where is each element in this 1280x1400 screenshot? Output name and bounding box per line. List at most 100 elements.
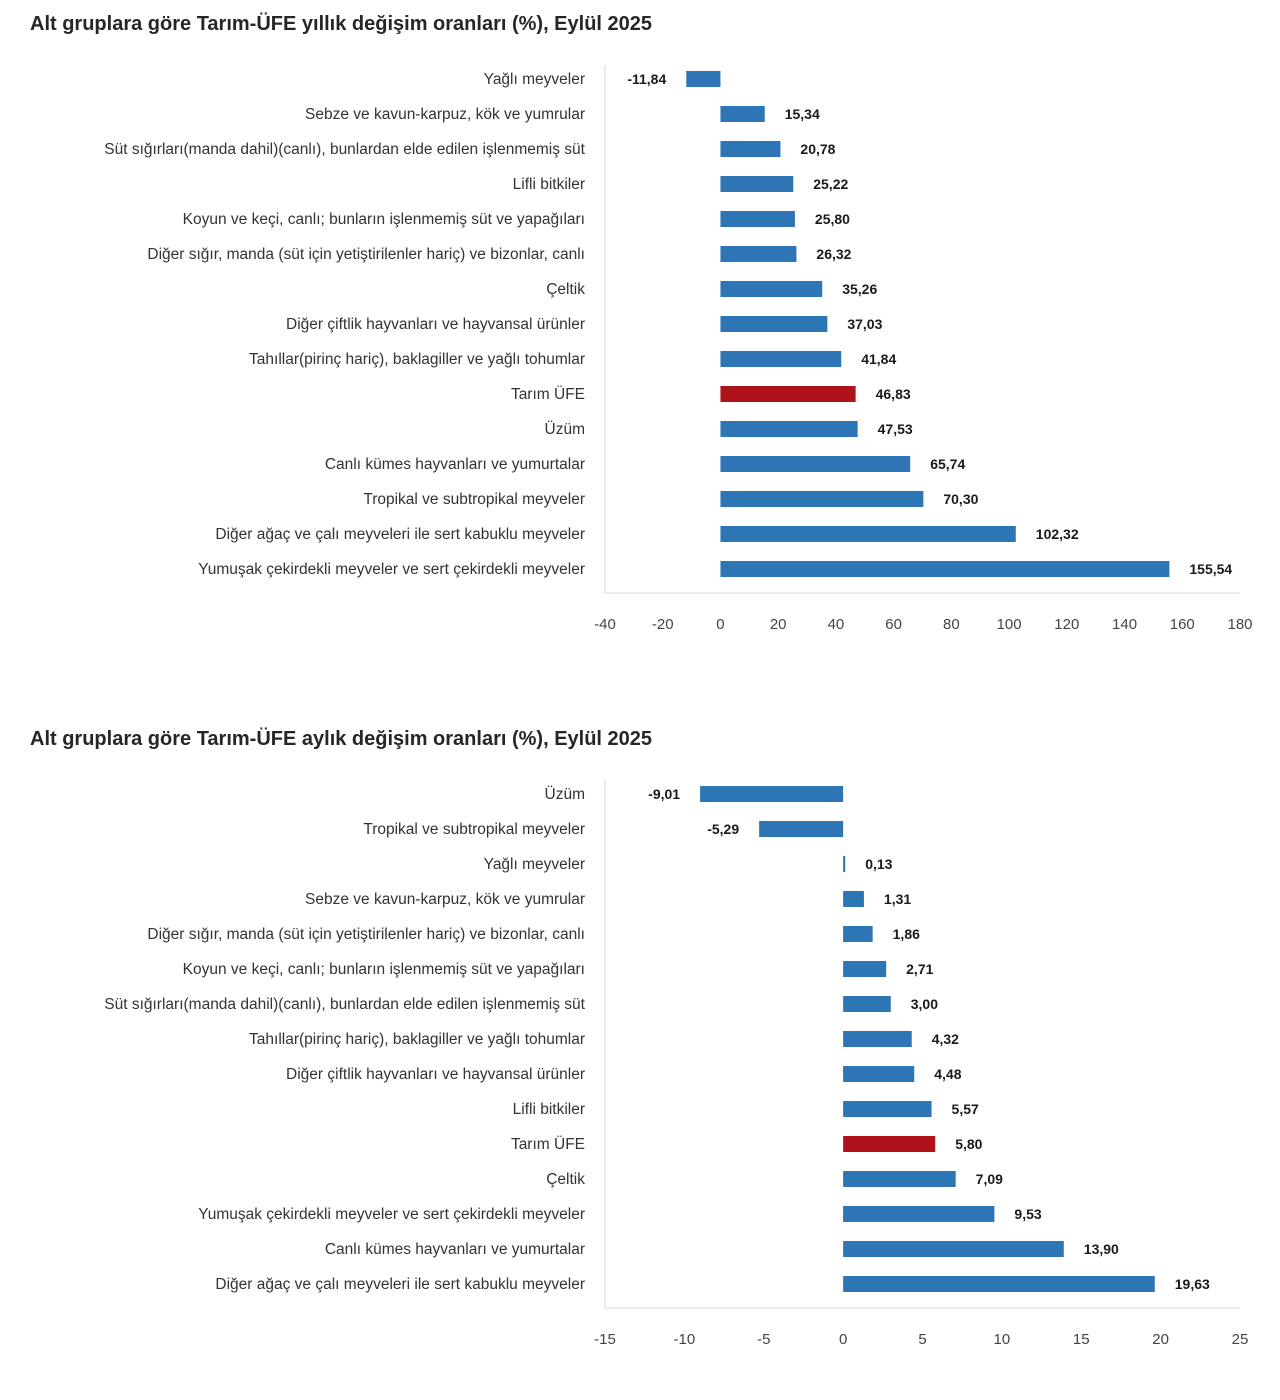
category-label: Diğer ağaç ve çalı meyveleri ile sert ka… bbox=[215, 526, 585, 543]
category-label: Süt sığırları(manda dahil)(canlı), bunla… bbox=[104, 996, 585, 1013]
bar bbox=[720, 281, 823, 297]
monthly-chart-title: Alt gruplara göre Tarım-ÜFE aylık değişi… bbox=[30, 728, 653, 750]
value-label: 20,78 bbox=[800, 141, 835, 157]
bar bbox=[759, 821, 844, 837]
bar bbox=[843, 1276, 1155, 1292]
monthly-chart: Alt gruplara göre Tarım-ÜFE aylık değişi… bbox=[0, 715, 1280, 1400]
x-tick-label: 0 bbox=[839, 1331, 847, 1348]
bar bbox=[720, 491, 924, 507]
value-label: 7,09 bbox=[976, 1171, 1003, 1187]
category-label: Tropikal ve subtropikal meyveler bbox=[363, 821, 585, 838]
bar bbox=[843, 1136, 936, 1152]
x-tick-label: 15 bbox=[1073, 1331, 1090, 1348]
bar bbox=[686, 71, 721, 87]
x-tick-label: -15 bbox=[594, 1331, 616, 1348]
x-tick-label: -20 bbox=[652, 616, 674, 633]
bar bbox=[843, 1101, 932, 1117]
category-label: Üzüm bbox=[545, 785, 585, 803]
bar bbox=[843, 1171, 956, 1187]
category-label: Diğer sığır, manda (süt için yetiştirile… bbox=[147, 926, 585, 943]
value-label: 102,32 bbox=[1036, 526, 1079, 542]
value-label: 3,00 bbox=[911, 996, 938, 1012]
bar bbox=[720, 561, 1170, 577]
value-label: 1,31 bbox=[884, 891, 911, 907]
category-label: Tarım ÜFE bbox=[511, 1135, 585, 1153]
bar bbox=[843, 996, 891, 1012]
category-label: Yağlı meyveler bbox=[484, 856, 585, 873]
bar bbox=[843, 891, 864, 907]
annual-chart-plot: Yağlı meyveler -11,84 Sebze ve kavun-karpu… bbox=[104, 65, 1253, 633]
bar bbox=[720, 141, 781, 157]
bar bbox=[843, 1241, 1064, 1257]
annual-chart: Alt gruplara göre Tarım-ÜFE yıllık değiş… bbox=[0, 0, 1280, 680]
category-label: Yağlı meyveler bbox=[484, 71, 585, 88]
bar bbox=[720, 386, 856, 402]
value-label: 4,48 bbox=[934, 1066, 961, 1082]
category-label: Tahıllar(pirinç hariç), baklagiller ve y… bbox=[249, 351, 585, 368]
category-label: Diğer ağaç ve çalı meyveleri ile sert ka… bbox=[215, 1276, 585, 1293]
bar bbox=[843, 1206, 995, 1222]
value-label: -9,01 bbox=[648, 786, 680, 802]
x-tick-label: 80 bbox=[943, 616, 960, 633]
category-label: Süt sığırları(manda dahil)(canlı), bunla… bbox=[104, 141, 585, 158]
value-label: 19,63 bbox=[1175, 1276, 1210, 1292]
value-label: 35,26 bbox=[842, 281, 877, 297]
bar bbox=[720, 176, 794, 192]
value-label: 9,53 bbox=[1014, 1206, 1041, 1222]
value-label: 65,74 bbox=[930, 456, 965, 472]
category-label: Yumuşak çekirdekli meyveler ve sert çeki… bbox=[198, 1206, 585, 1223]
value-label: 26,32 bbox=[816, 246, 851, 262]
bar bbox=[720, 351, 842, 367]
category-label: Diğer çiftlik hayvanları ve hayvansal ür… bbox=[286, 1066, 585, 1083]
category-label: Canlı kümes hayvanları ve yumurtalar bbox=[325, 1241, 585, 1258]
category-label: Diğer sığır, manda (süt için yetiştirile… bbox=[147, 246, 585, 263]
category-label: Koyun ve keçi, canlı; bunların işlenmemi… bbox=[183, 961, 585, 978]
x-tick-label: 20 bbox=[770, 616, 787, 633]
value-label: 155,54 bbox=[1189, 561, 1232, 577]
x-tick-label: 140 bbox=[1112, 616, 1137, 633]
value-label: 46,83 bbox=[876, 386, 911, 402]
category-label: Tropikal ve subtropikal meyveler bbox=[363, 491, 585, 508]
x-tick-label: 10 bbox=[994, 1331, 1011, 1348]
value-label: 70,30 bbox=[943, 491, 978, 507]
x-tick-label: -40 bbox=[594, 616, 616, 633]
bar bbox=[720, 526, 1016, 542]
category-label: Üzüm bbox=[545, 420, 585, 438]
x-tick-label: 40 bbox=[828, 616, 845, 633]
bar bbox=[700, 786, 844, 802]
value-label: 13,90 bbox=[1084, 1241, 1119, 1257]
value-label: 25,80 bbox=[815, 211, 850, 227]
category-label: Koyun ve keçi, canlı; bunların işlenmemi… bbox=[183, 211, 585, 228]
x-tick-label: -10 bbox=[674, 1331, 696, 1348]
category-label: Tahıllar(pirinç hariç), baklagiller ve y… bbox=[249, 1031, 585, 1048]
bar bbox=[843, 1031, 912, 1047]
category-label: Lifli bitkiler bbox=[513, 176, 585, 193]
category-label: Çeltik bbox=[546, 1171, 585, 1188]
category-label: Sebze ve kavun-karpuz, kök ve yumrular bbox=[305, 891, 585, 908]
value-label: -5,29 bbox=[707, 821, 739, 837]
bar bbox=[720, 421, 858, 437]
bar bbox=[720, 456, 911, 472]
x-tick-label: 180 bbox=[1227, 616, 1252, 633]
x-tick-label: 5 bbox=[918, 1331, 926, 1348]
value-label: 15,34 bbox=[785, 106, 820, 122]
category-label: Diğer çiftlik hayvanları ve hayvansal ür… bbox=[286, 316, 585, 333]
bar bbox=[720, 211, 795, 227]
x-tick-label: 160 bbox=[1170, 616, 1195, 633]
category-label: Yumuşak çekirdekli meyveler ve sert çeki… bbox=[198, 561, 585, 578]
x-tick-label: 20 bbox=[1152, 1331, 1169, 1348]
value-label: 4,32 bbox=[932, 1031, 959, 1047]
x-tick-label: 25 bbox=[1232, 1331, 1249, 1348]
value-label: -11,84 bbox=[627, 71, 666, 87]
bar bbox=[843, 1066, 915, 1082]
bar bbox=[720, 246, 797, 262]
x-tick-label: 100 bbox=[997, 616, 1022, 633]
value-label: 47,53 bbox=[878, 421, 913, 437]
category-label: Canlı kümes hayvanları ve yumurtalar bbox=[325, 456, 585, 473]
monthly-chart-plot: Üzüm -9,01 Tropikal ve subtropikal meyvele… bbox=[104, 780, 1249, 1348]
category-label: Tarım ÜFE bbox=[511, 385, 585, 403]
bar bbox=[843, 926, 873, 942]
bar bbox=[720, 106, 765, 122]
bar bbox=[843, 961, 887, 977]
x-tick-label: 120 bbox=[1054, 616, 1079, 633]
